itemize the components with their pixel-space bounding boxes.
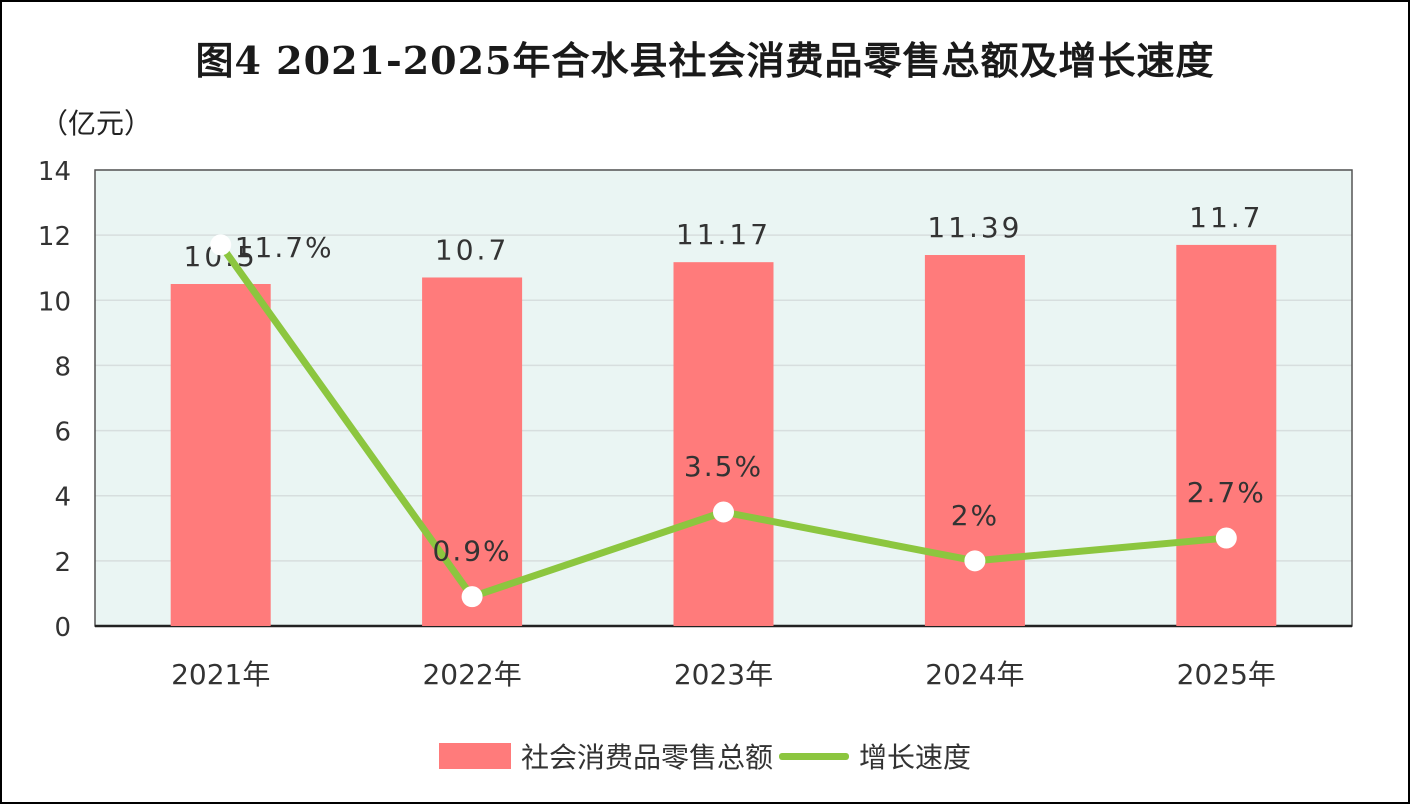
legend-item-bar: 社会消费品零售总额 — [438, 736, 773, 776]
bar-value-label: 11.17 — [676, 218, 771, 251]
x-tick-label: 2025年 — [1177, 658, 1276, 691]
legend-bar-label: 社会消费品零售总额 — [520, 741, 773, 774]
x-tick-label: 2023年 — [674, 658, 773, 691]
legend: 社会消费品零售总额 增长速度 — [2, 736, 1408, 776]
growth-point — [461, 586, 483, 608]
x-tick-label: 2024年 — [925, 658, 1024, 691]
bar — [673, 262, 774, 626]
chart-title: 图4 2021-2025年合水县社会消费品零售总额及增长速度 — [195, 38, 1215, 83]
y-tick-label: 14 — [38, 157, 71, 187]
growth-value-label: 2% — [951, 499, 999, 532]
growth-point — [210, 234, 232, 256]
bar — [170, 284, 271, 626]
y-axis-unit-label: （亿元） — [40, 107, 153, 140]
growth-point — [1215, 527, 1237, 549]
growth-point — [713, 501, 734, 523]
legend-line-swatch — [779, 752, 849, 760]
y-tick-label: 2 — [54, 548, 71, 578]
y-tick-label: 0 — [54, 613, 71, 643]
y-tick-label: 4 — [54, 483, 71, 513]
growth-point — [964, 550, 986, 572]
bar — [422, 277, 523, 626]
growth-value-label: 3.5% — [684, 450, 763, 483]
bar-value-label: 11.7 — [1189, 201, 1263, 234]
growth-value-label: 11.7% — [235, 231, 334, 264]
legend-bar-swatch — [438, 743, 511, 769]
legend-line-label: 增长速度 — [859, 741, 972, 774]
y-tick-label: 6 — [54, 418, 71, 448]
x-tick-label: 2022年 — [422, 658, 521, 691]
y-tick-label: 12 — [38, 222, 71, 252]
x-tick-label: 2021年 — [171, 658, 270, 691]
y-tick-label: 10 — [38, 287, 71, 317]
growth-value-label: 0.9% — [433, 535, 512, 568]
bar-value-label: 10.7 — [435, 233, 509, 266]
legend-item-line: 增长速度 — [773, 736, 971, 776]
y-tick-label: 8 — [54, 352, 71, 382]
growth-value-label: 2.7% — [1187, 476, 1266, 509]
bar-value-label: 11.39 — [927, 211, 1022, 244]
bar — [1176, 244, 1277, 626]
